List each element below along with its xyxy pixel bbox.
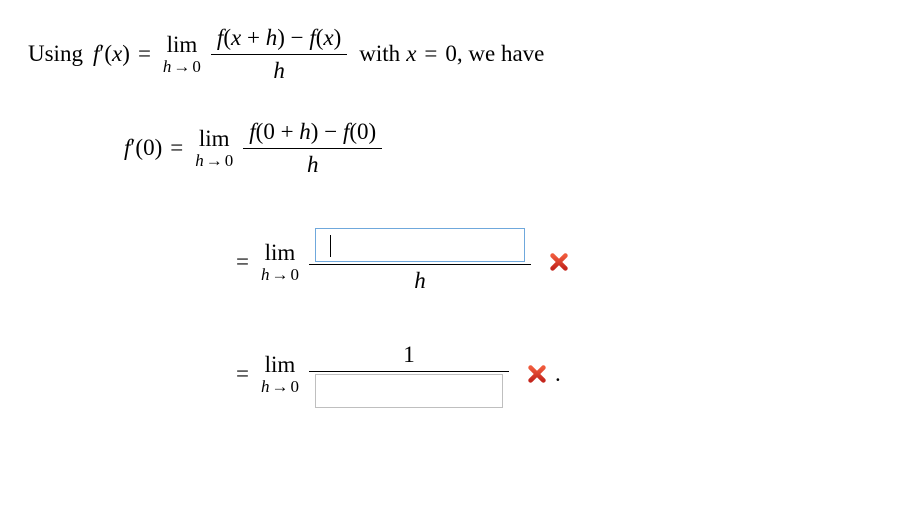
rparen: ) (122, 41, 130, 67)
numerator-input-wrap (309, 228, 531, 262)
limit4: lim h→0 (261, 353, 299, 395)
text-wehave: , we have (457, 41, 545, 67)
limit2: lim h→0 (195, 127, 233, 169)
lparen2: ( (135, 135, 143, 161)
fraction-input-over-h: h (309, 228, 531, 295)
fraction-def: f(x + h) − f(x) h (211, 24, 347, 84)
incorrect-icon (547, 250, 571, 274)
text-using: Using (28, 41, 83, 67)
var-x: x (112, 41, 122, 67)
denominator-input-wrap (309, 374, 509, 408)
numerator: f(x + h) − f(x) (211, 24, 347, 52)
text-caret (330, 235, 332, 257)
var-x2: x (406, 41, 416, 67)
incorrect-icon-2 (525, 362, 549, 386)
denominator3: h (408, 267, 432, 295)
fraction-1-over-input: 1 (309, 341, 509, 408)
limit: lim h→0 (163, 33, 201, 75)
text-with: with (359, 41, 400, 67)
lparen: ( (104, 41, 112, 67)
denominator: h (267, 57, 291, 85)
equals4: = (228, 249, 257, 275)
period: . (555, 361, 561, 387)
lim-label: lim (167, 33, 198, 56)
line-definition: Using f ′ ( x ) = lim h→0 f(x + h) − f(x… (28, 24, 892, 84)
equals3: = (162, 135, 191, 161)
rparen2: ) (155, 135, 163, 161)
answer-input-1[interactable] (315, 228, 525, 262)
lim-sub: h→0 (163, 58, 201, 75)
zero2: 0 (143, 135, 155, 161)
zero: 0 (445, 41, 457, 67)
denominator2: h (301, 151, 325, 179)
line-answer-box-1: = lim h→0 h (228, 228, 892, 295)
line-answer-box-2: = lim h→0 1 . (228, 341, 892, 408)
fraction-zero: f(0 + h) − f(0) h (243, 118, 382, 178)
line-fprime0: f ′ ( 0 ) = lim h→0 f(0 + h) − f(0) h (124, 118, 892, 178)
equals5: = (228, 361, 257, 387)
equals: = (130, 41, 159, 67)
equals2: = (416, 41, 445, 67)
numerator4: 1 (397, 341, 421, 369)
answer-input-2[interactable] (315, 374, 503, 408)
numerator2: f(0 + h) − f(0) (243, 118, 382, 146)
limit3: lim h→0 (261, 241, 299, 283)
